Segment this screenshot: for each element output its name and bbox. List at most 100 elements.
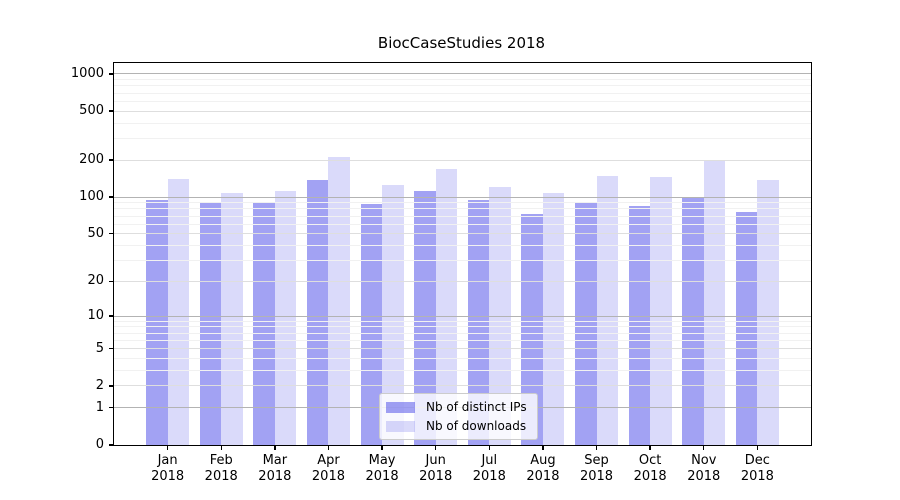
- bar-distinct-ips-mar: [253, 202, 275, 445]
- gridline-6: [114, 339, 811, 341]
- y-tick-label-50: 50: [87, 225, 104, 241]
- bar-downloads-oct: [650, 176, 672, 445]
- bar-downloads-feb: [221, 193, 243, 445]
- x-tick-label-jul: Jul 2018: [472, 453, 506, 484]
- gridline-20: [114, 280, 811, 282]
- legend-item-distinct-ips: Nb of distinct IPs: [386, 400, 527, 414]
- x-tick-label-oct: Oct 2018: [633, 453, 667, 484]
- bar-distinct-ips-aug: [521, 213, 543, 445]
- gridline-700: [114, 92, 811, 94]
- y-tick-label-500: 500: [79, 103, 104, 119]
- x-tick-mar: [274, 445, 276, 450]
- x-tick-may: [381, 445, 383, 450]
- y-tick-label-20: 20: [87, 273, 104, 289]
- y-tick-1: [109, 407, 114, 409]
- x-tick-feb: [220, 445, 222, 450]
- y-tick-label-5: 5: [95, 340, 104, 356]
- y-tick-label-0: 0: [95, 437, 104, 452]
- x-tick-jun: [434, 445, 437, 450]
- x-tick-label-may: May 2018: [365, 453, 399, 484]
- gridline-5: [114, 348, 811, 350]
- x-tick-label-mar: Mar 2018: [258, 453, 292, 484]
- bar-downloads-nov: [703, 160, 726, 445]
- bar-downloads-dec: [757, 179, 779, 445]
- y-tick-10: [109, 315, 114, 317]
- x-tick-sep: [595, 445, 598, 450]
- legend: Nb of distinct IPs Nb of downloads: [379, 393, 538, 440]
- gridline-80: [114, 208, 811, 210]
- x-tick-label-aug: Aug 2018: [526, 453, 560, 484]
- gridline-8: [114, 326, 811, 328]
- gridline-9: [114, 320, 811, 322]
- chart-title: BiocCaseStudies 2018: [377, 34, 546, 52]
- gridline-10: [114, 315, 811, 317]
- gridline-600: [114, 100, 811, 102]
- gridline-90: [114, 202, 811, 204]
- y-tick-0: [109, 444, 114, 446]
- legend-swatch-distinct-ips: [386, 401, 415, 413]
- y-tick-label-1: 1: [95, 399, 104, 415]
- x-tick-label-sep: Sep 2018: [579, 453, 614, 484]
- gridline-4: [114, 358, 811, 360]
- y-tick-200: [109, 159, 114, 161]
- bar-downloads-jun: [435, 168, 458, 445]
- bar-downloads-mar: [274, 190, 297, 445]
- bar-distinct-ips-jan: [146, 199, 168, 445]
- x-tick-apr: [327, 445, 330, 450]
- gridline-100: [114, 196, 811, 198]
- y-tick-1000: [109, 73, 114, 75]
- gridline-50: [114, 233, 811, 235]
- y-tick-label-100: 100: [79, 189, 104, 205]
- x-tick-label-jan: Jan 2018: [151, 453, 185, 484]
- gridline-1000: [114, 73, 811, 75]
- x-tick-label-apr: Apr 2018: [311, 453, 345, 484]
- legend-label-downloads: Nb of downloads: [426, 419, 527, 433]
- bar-downloads-sep: [596, 176, 619, 445]
- gridline-800: [114, 85, 811, 87]
- y-tick-50: [109, 233, 114, 235]
- gridline-40: [114, 245, 811, 247]
- y-tick-100: [109, 196, 114, 198]
- gridline-300: [114, 137, 811, 139]
- x-tick-oct: [649, 445, 651, 450]
- x-tick-label-nov: Nov 2018: [687, 453, 721, 484]
- bar-distinct-ips-dec: [735, 212, 758, 445]
- x-tick-label-jun: Jun 2018: [419, 453, 453, 484]
- y-tick-label-10: 10: [87, 308, 104, 324]
- x-tick-aug: [542, 445, 544, 450]
- legend-item-downloads: Nb of downloads: [386, 419, 527, 433]
- bar-downloads-aug: [542, 193, 565, 445]
- legend-swatch-downloads: [386, 420, 415, 432]
- legend-label-distinct-ips: Nb of distinct IPs: [426, 400, 527, 414]
- bar-downloads-apr: [328, 156, 350, 445]
- y-tick-label-2: 2: [95, 377, 104, 393]
- x-tick-jan: [166, 445, 169, 450]
- gridline-200: [114, 159, 811, 161]
- gridline-70: [114, 215, 811, 217]
- y-tick-500: [109, 110, 114, 112]
- x-tick-dec: [756, 445, 759, 450]
- bar-downloads-may: [382, 185, 404, 445]
- gridline-60: [114, 223, 811, 225]
- y-tick-2: [109, 385, 114, 387]
- y-tick-20: [109, 280, 114, 283]
- bar-distinct-ips-sep: [575, 202, 597, 445]
- bar-distinct-ips-jul: [467, 200, 490, 445]
- plot-area: 1000 500 200 100 50 20 10 5 2 1 0 Jan 2018 Feb 2018…: [71, 62, 812, 484]
- y-tick-label-200: 200: [79, 152, 104, 168]
- x-tick-label-dec: Dec 2018: [740, 453, 774, 484]
- y-tick-5: [109, 348, 114, 350]
- gridline-400: [114, 122, 811, 124]
- bar-distinct-ips-apr: [306, 179, 329, 445]
- y-tick-label-1000: 1000: [70, 65, 104, 81]
- x-tick-jul: [488, 445, 490, 450]
- gridline-900: [114, 79, 811, 81]
- bar-downloads-jan: [167, 178, 190, 445]
- bar-distinct-ips-may: [360, 204, 383, 445]
- x-tick-nov: [703, 445, 705, 450]
- x-tick-label-feb: Feb 2018: [204, 453, 238, 484]
- bar-distinct-ips-oct: [628, 206, 651, 445]
- gridline-2: [114, 385, 811, 387]
- gridline-500: [114, 110, 811, 112]
